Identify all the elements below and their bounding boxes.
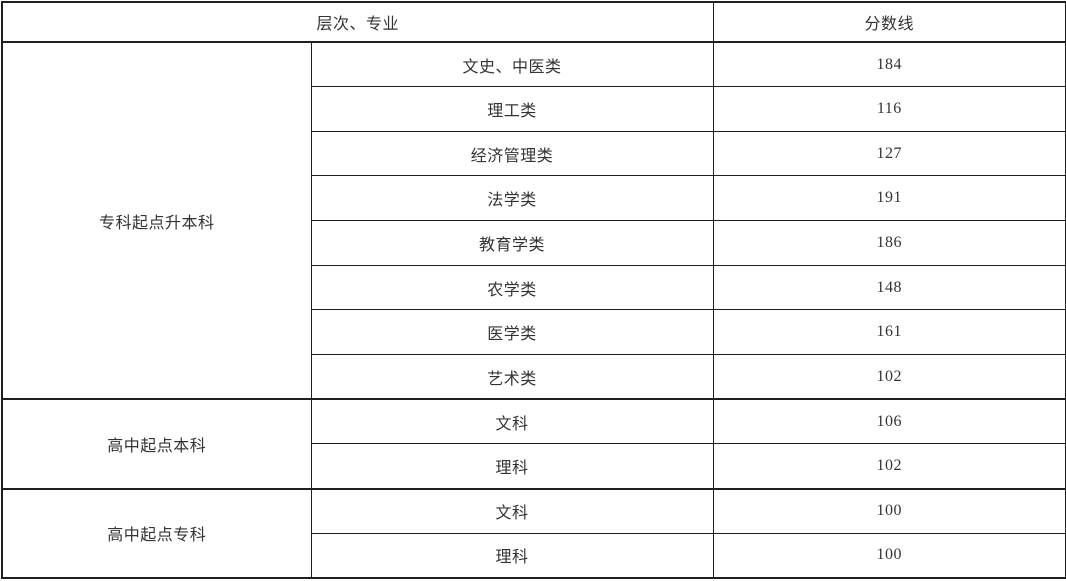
major-cell: 艺术类 xyxy=(310,354,714,400)
table-row: 理科 102 xyxy=(2,443,1066,490)
score-cell: 100 xyxy=(712,487,1066,534)
table-row: 理工类 116 xyxy=(2,86,1066,132)
major-cell: 文科 xyxy=(310,487,714,534)
table-row: 教育学类 186 xyxy=(2,220,1066,266)
score-cell: 100 xyxy=(712,532,1066,579)
major-cell: 理工类 xyxy=(310,86,714,132)
header-level-major: 层次、专业 xyxy=(1,1,714,43)
major-cell: 文科 xyxy=(310,398,714,445)
major-cell: 理科 xyxy=(310,443,714,490)
table-row: 农学类 148 xyxy=(2,264,1066,311)
table-header-row: 层次、专业 分数线 xyxy=(1,1,1066,43)
score-cell: 161 xyxy=(712,309,1066,356)
major-cell: 农学类 xyxy=(310,264,714,311)
score-cell: 106 xyxy=(712,398,1066,445)
major-cell: 理科 xyxy=(310,532,714,579)
major-cell: 法学类 xyxy=(310,175,714,222)
table-row: 法学类 191 xyxy=(2,175,1066,222)
table-row: 高中起点专科 文科 100 xyxy=(1,487,1066,579)
score-cell: 116 xyxy=(712,86,1066,132)
score-cell: 184 xyxy=(712,41,1066,88)
table-row: 经济管理类 127 xyxy=(2,130,1066,177)
table-row: 艺术类 102 xyxy=(2,354,1066,400)
score-cell: 102 xyxy=(712,443,1066,490)
header-score: 分数线 xyxy=(712,1,1066,43)
table-body: 专科起点升本科 文史、中医类 184 理工类 116 经济管理类 127 法学类 191 教育学类… xyxy=(1,41,1066,579)
score-cell: 148 xyxy=(712,264,1066,311)
level-cell: 高中起点专科 xyxy=(1,487,312,579)
score-cell: 102 xyxy=(712,354,1066,400)
level-cell: 高中起点本科 xyxy=(1,398,312,490)
major-cell: 文史、中医类 xyxy=(310,41,714,88)
table-row: 理科 100 xyxy=(2,532,1066,579)
table-row: 高中起点本科 文科 106 xyxy=(1,398,1066,490)
level-cell: 专科起点升本科 xyxy=(1,41,312,400)
table-row: 专科起点升本科 文史、中医类 184 xyxy=(1,41,1066,400)
major-cell: 教育学类 xyxy=(310,220,714,266)
score-cell: 127 xyxy=(712,130,1066,177)
table-row: 医学类 161 xyxy=(2,309,1066,356)
score-cell: 191 xyxy=(712,175,1066,222)
score-cell: 186 xyxy=(712,220,1066,266)
major-cell: 医学类 xyxy=(310,309,714,356)
major-cell: 经济管理类 xyxy=(310,130,714,177)
